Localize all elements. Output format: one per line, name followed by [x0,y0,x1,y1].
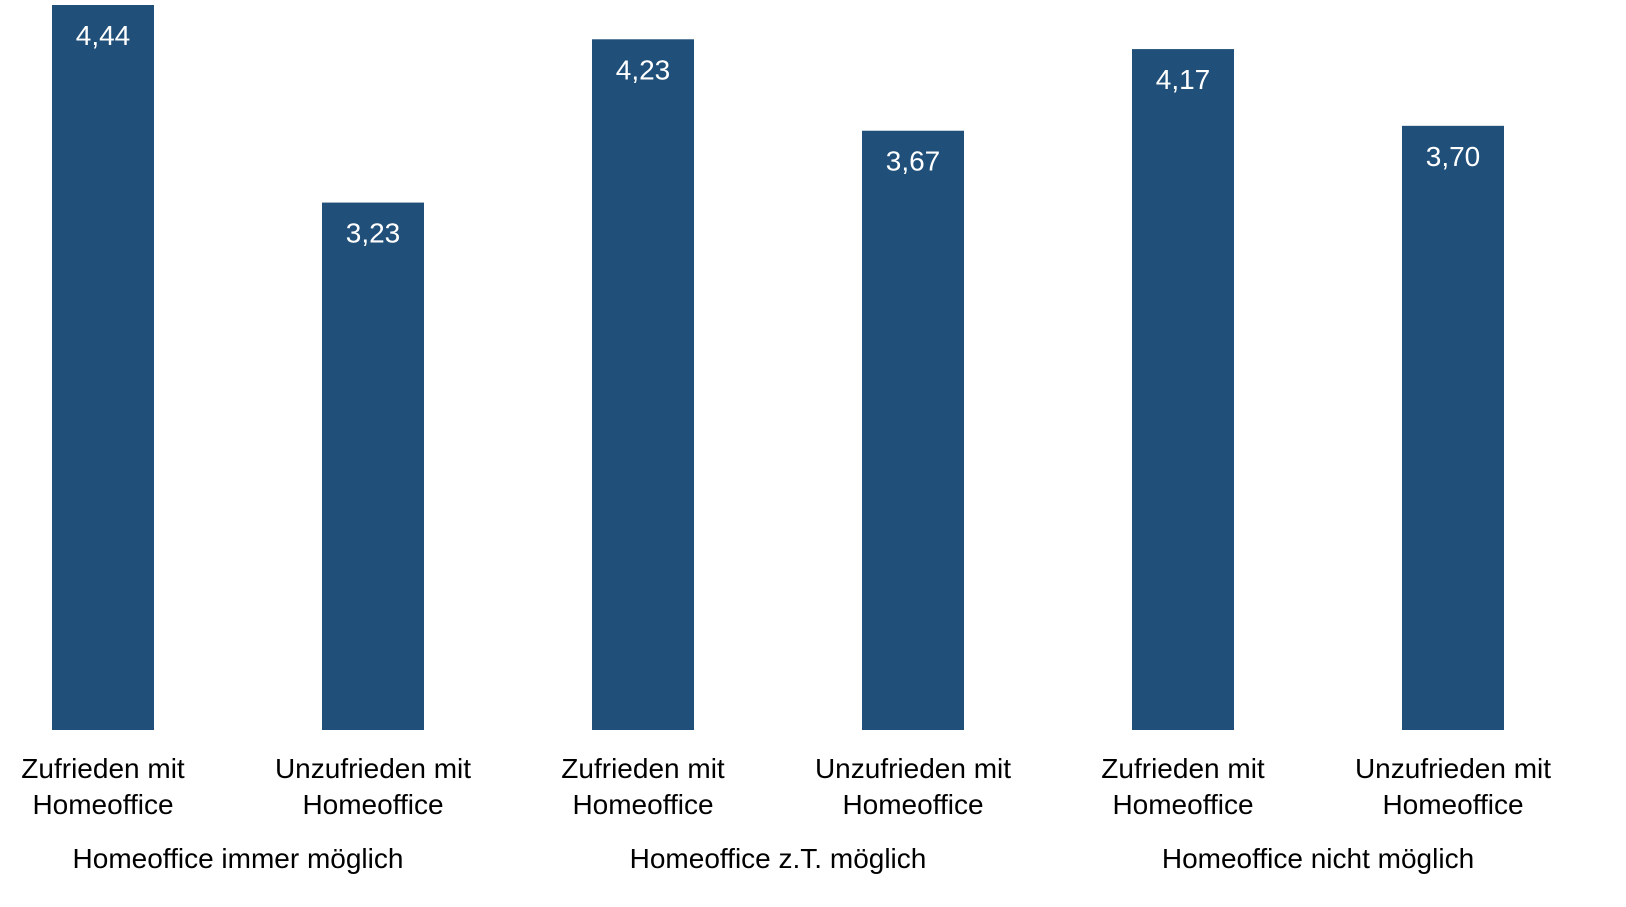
bar-1 [52,5,154,730]
bar-4 [862,130,964,730]
group-label-1: Homeoffice immer möglich [73,843,404,874]
data-label-1: 4,44 [76,20,131,51]
category-label-5-line-1: Zufrieden mit [1101,753,1265,784]
bar-3 [592,39,694,731]
group-labels-layer: Homeoffice immer möglich Homeoffice z.T. … [73,843,1475,874]
category-label-2-line-2: Homeoffice [302,789,443,820]
value-labels-layer: 4,44 3,23 4,23 3,67 4,17 3,70 [76,20,1481,249]
data-label-6: 3,70 [1426,141,1481,172]
category-label-3-line-2: Homeoffice [572,789,713,820]
category-label-6-line-2: Homeoffice [1382,789,1523,820]
category-label-6-line-1: Unzufrieden mit [1355,753,1551,784]
group-label-2: Homeoffice z.T. möglich [630,843,927,874]
group-label-3: Homeoffice nicht möglich [1162,843,1474,874]
bar-6 [1402,125,1504,731]
category-label-2-line-1: Unzufrieden mit [275,753,471,784]
category-labels-layer: Zufrieden mit Homeoffice Unzufrieden mit Ho… [21,753,1551,820]
category-label-3-line-1: Zufrieden mit [561,753,725,784]
category-label-1-line-2: Homeoffice [32,789,173,820]
category-label-4-line-2: Homeoffice [842,789,983,820]
category-label-1-line-1: Zufrieden mit [21,753,185,784]
category-label-5-line-2: Homeoffice [1112,789,1253,820]
data-label-3: 4,23 [616,54,671,85]
data-label-5: 4,17 [1156,64,1211,95]
bars-layer [52,5,1504,731]
bar-5 [1132,49,1234,731]
data-label-2: 3,23 [346,218,401,249]
category-label-4-line-1: Unzufrieden mit [815,753,1011,784]
data-label-4: 3,67 [886,146,941,177]
bar-2 [322,202,424,730]
